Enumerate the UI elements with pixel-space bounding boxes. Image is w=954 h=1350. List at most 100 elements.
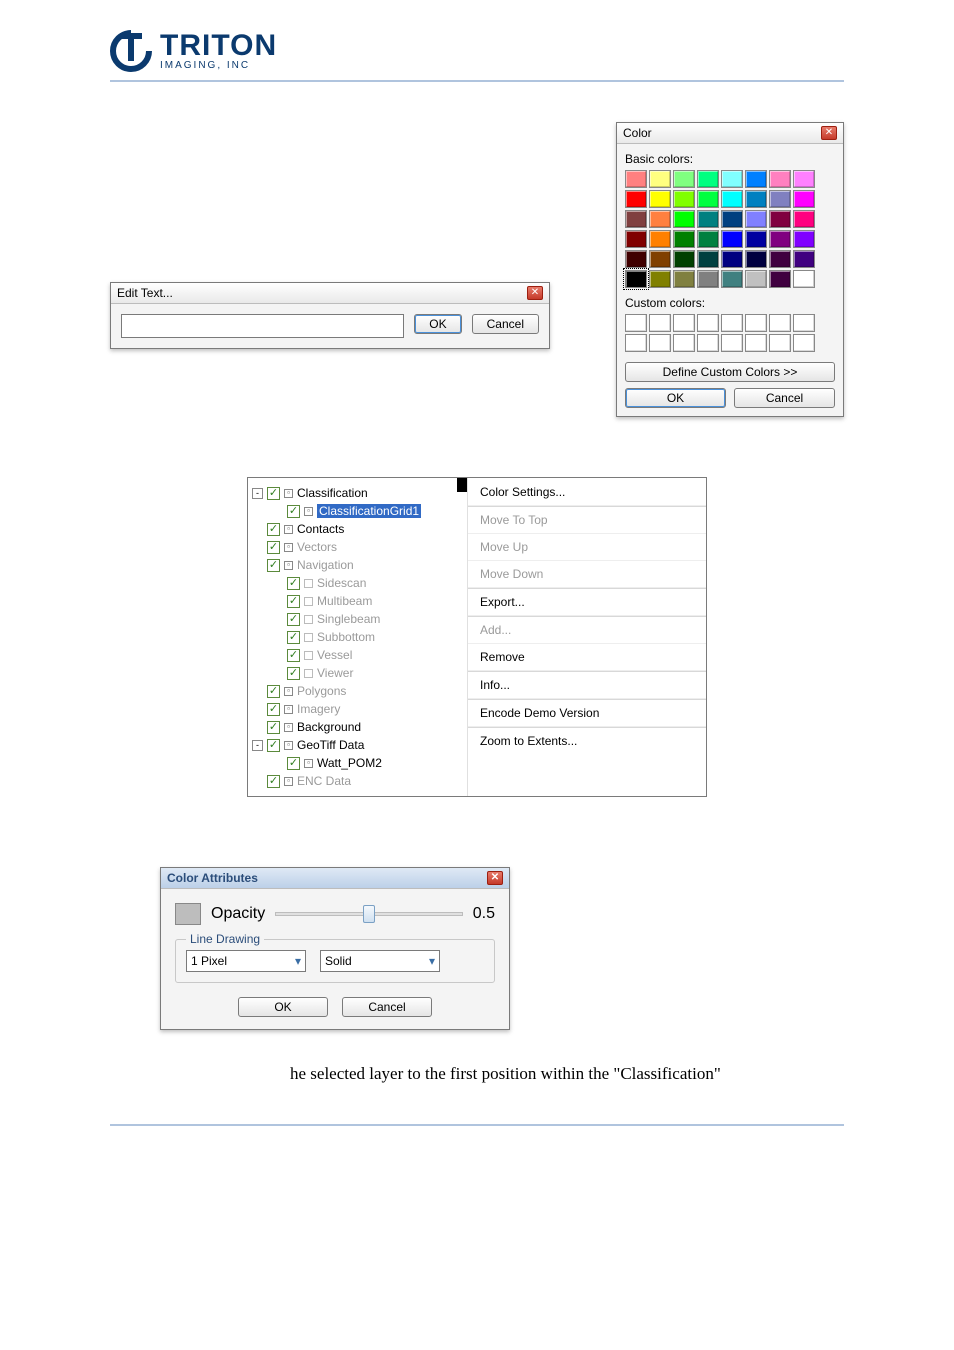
custom-color-swatch[interactable] — [793, 334, 815, 352]
custom-color-swatch[interactable] — [769, 314, 791, 332]
color-swatch[interactable] — [793, 230, 815, 248]
tree-item[interactable]: Sidescan — [252, 574, 463, 592]
color-swatch[interactable] — [721, 250, 743, 268]
layer-color-icon[interactable]: ▫ — [284, 489, 293, 498]
menu-item[interactable]: Encode Demo Version — [468, 700, 706, 727]
color-swatch[interactable] — [673, 250, 695, 268]
color-swatch[interactable] — [649, 210, 671, 228]
layer-color-icon[interactable]: ▫ — [284, 705, 293, 714]
tree-item[interactable]: ▫Watt_POM2 — [252, 754, 463, 772]
tree-item[interactable]: Subbottom — [252, 628, 463, 646]
color-swatch[interactable] — [697, 210, 719, 228]
custom-color-swatch[interactable] — [769, 334, 791, 352]
cancel-button[interactable]: Cancel — [472, 314, 539, 334]
color-swatch[interactable] — [625, 190, 647, 208]
checkbox[interactable] — [287, 577, 300, 590]
color-swatch[interactable] — [673, 170, 695, 188]
tree-item[interactable]: -▫Classification — [252, 484, 463, 502]
layer-color-icon[interactable]: ▫ — [284, 741, 293, 750]
close-icon[interactable]: ✕ — [527, 286, 543, 300]
tree-item[interactable]: ▫Contacts — [252, 520, 463, 538]
color-swatch[interactable] — [697, 230, 719, 248]
color-swatch[interactable] — [673, 190, 695, 208]
color-swatch[interactable] — [649, 250, 671, 268]
checkbox[interactable] — [267, 739, 280, 752]
checkbox[interactable] — [287, 757, 300, 770]
color-swatch[interactable] — [673, 270, 695, 288]
color-swatch[interactable] — [745, 270, 767, 288]
color-swatch[interactable] — [721, 230, 743, 248]
menu-item[interactable]: Export... — [468, 589, 706, 616]
color-swatch[interactable] — [721, 190, 743, 208]
tree-item[interactable]: Vessel — [252, 646, 463, 664]
custom-color-swatch[interactable] — [625, 334, 647, 352]
color-swatch[interactable] — [745, 170, 767, 188]
tree-item[interactable]: ▫ENC Data — [252, 772, 463, 790]
color-swatch[interactable] — [697, 170, 719, 188]
color-swatch[interactable] — [721, 270, 743, 288]
color-swatch[interactable] — [793, 190, 815, 208]
custom-color-swatch[interactable] — [745, 314, 767, 332]
color-swatch[interactable] — [625, 170, 647, 188]
custom-color-swatch[interactable] — [793, 314, 815, 332]
custom-color-swatch[interactable] — [649, 334, 671, 352]
tree-item[interactable]: ▫ClassificationGrid1 — [252, 502, 463, 520]
define-custom-button[interactable]: Define Custom Colors >> — [625, 362, 835, 382]
color-swatch[interactable] — [793, 270, 815, 288]
tree-toggle-icon[interactable]: - — [252, 488, 263, 499]
layer-color-icon[interactable]: ▫ — [304, 759, 313, 768]
tree-item[interactable]: ▫Polygons — [252, 682, 463, 700]
menu-item[interactable]: Zoom to Extents... — [468, 728, 706, 754]
color-swatch[interactable] — [649, 170, 671, 188]
color-swatch[interactable] — [673, 230, 695, 248]
layer-color-icon[interactable]: ▫ — [284, 687, 293, 696]
menu-item[interactable]: Info... — [468, 672, 706, 699]
color-swatch[interactable] — [649, 190, 671, 208]
color-swatch[interactable] — [697, 270, 719, 288]
layer-color-icon[interactable]: ▫ — [284, 525, 293, 534]
edit-text-input[interactable] — [121, 314, 404, 338]
checkbox[interactable] — [267, 721, 280, 734]
checkbox[interactable] — [287, 649, 300, 662]
layer-color-icon[interactable]: ▫ — [304, 507, 313, 516]
color-swatch[interactable] — [721, 210, 743, 228]
custom-color-swatch[interactable] — [697, 314, 719, 332]
tree-item[interactable]: -▫GeoTiff Data — [252, 736, 463, 754]
custom-color-swatch[interactable] — [745, 334, 767, 352]
tree-item[interactable]: ▫Background — [252, 718, 463, 736]
color-swatch[interactable] — [175, 903, 201, 925]
color-swatch[interactable] — [769, 250, 791, 268]
color-swatch[interactable] — [625, 230, 647, 248]
checkbox[interactable] — [267, 487, 280, 500]
custom-color-swatch[interactable] — [649, 314, 671, 332]
custom-color-swatch[interactable] — [673, 314, 695, 332]
color-swatch[interactable] — [769, 270, 791, 288]
close-icon[interactable]: ✕ — [821, 126, 837, 140]
color-swatch[interactable] — [673, 210, 695, 228]
layer-color-icon[interactable]: ▫ — [284, 561, 293, 570]
checkbox[interactable] — [287, 505, 300, 518]
color-swatch[interactable] — [769, 210, 791, 228]
close-icon[interactable]: ✕ — [487, 871, 503, 885]
checkbox[interactable] — [267, 685, 280, 698]
layer-color-icon[interactable]: ▫ — [284, 777, 293, 786]
custom-color-swatch[interactable] — [673, 334, 695, 352]
tree-item[interactable]: Multibeam — [252, 592, 463, 610]
ok-button[interactable]: OK — [625, 388, 726, 408]
color-swatch[interactable] — [697, 190, 719, 208]
color-swatch[interactable] — [697, 250, 719, 268]
tree-item[interactable]: Singlebeam — [252, 610, 463, 628]
menu-item[interactable]: Remove — [468, 644, 706, 671]
line-width-select[interactable]: 1 Pixel ▾ — [186, 950, 306, 972]
color-swatch[interactable] — [769, 230, 791, 248]
ok-button[interactable]: OK — [414, 314, 461, 334]
color-swatch[interactable] — [793, 210, 815, 228]
opacity-slider[interactable] — [275, 904, 463, 924]
layer-color-icon[interactable]: ▫ — [284, 543, 293, 552]
ok-button[interactable]: OK — [238, 997, 328, 1017]
color-swatch[interactable] — [625, 250, 647, 268]
color-swatch[interactable] — [745, 210, 767, 228]
custom-color-swatch[interactable] — [625, 314, 647, 332]
checkbox[interactable] — [287, 631, 300, 644]
checkbox[interactable] — [267, 559, 280, 572]
